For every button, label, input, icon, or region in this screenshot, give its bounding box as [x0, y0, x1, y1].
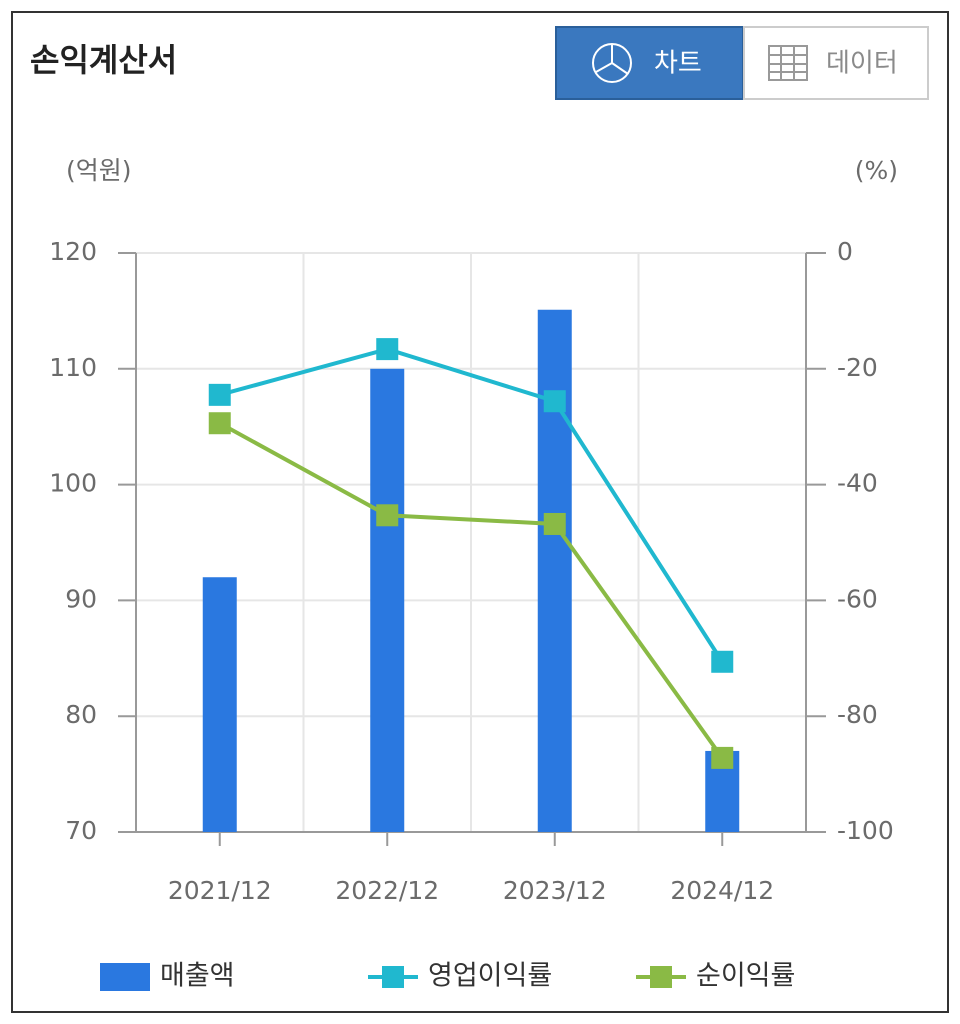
line-marker	[208, 412, 231, 435]
line-marker	[376, 338, 399, 361]
bar	[370, 368, 405, 832]
y-tick-label: 100	[49, 469, 97, 498]
y-tick-label: 80	[65, 700, 97, 729]
x-tick-label: 2021/12	[168, 876, 272, 905]
tab-data[interactable]: 데이터	[743, 26, 929, 100]
legend-label: 영업이익률	[428, 961, 552, 992]
line	[218, 421, 724, 760]
bar	[202, 577, 237, 832]
line-marker	[208, 383, 231, 406]
y-axis-label: (억원)	[66, 156, 132, 185]
legend-label: 순이익률	[696, 961, 795, 992]
y2-tick-label: 0	[837, 237, 853, 266]
bar	[537, 309, 572, 832]
legend-marker	[382, 966, 404, 988]
chart-title: 손익계산서	[30, 41, 177, 79]
line-marker	[543, 512, 566, 535]
tab-label[interactable]: 차트	[654, 49, 702, 79]
line-marker	[543, 390, 566, 413]
x-tick-label: 2022/12	[335, 876, 439, 905]
table-icon	[768, 45, 808, 81]
y2-tick-label: -100	[837, 816, 894, 845]
legend-label: 매출액	[160, 961, 235, 992]
tab-chart[interactable]: 차트	[555, 26, 744, 100]
pie-icon-lines	[595, 44, 629, 75]
y-tick-label: 70	[65, 816, 97, 845]
y-tick-label: 90	[65, 584, 97, 613]
tab-chart-bg[interactable]	[555, 26, 744, 100]
y2-tick-label: -40	[837, 469, 878, 498]
y2-tick-label: -80	[837, 700, 878, 729]
line	[219, 347, 724, 663]
y2-tick-label: -60	[837, 584, 878, 613]
y-tick-label: 120	[49, 237, 97, 266]
legend-swatch	[100, 963, 150, 991]
legend-marker	[650, 966, 672, 988]
y-tick-label: 110	[49, 353, 97, 382]
line-marker	[376, 504, 399, 527]
x-tick-label: 2024/12	[670, 876, 774, 905]
tab-label[interactable]: 데이터	[826, 49, 898, 79]
frame	[11, 11, 949, 1013]
y2-tick-label: -20	[837, 353, 878, 382]
line-marker	[711, 650, 734, 673]
y2-axis-label: (%)	[855, 156, 898, 185]
line-marker	[711, 746, 734, 769]
x-tick-label: 2023/12	[503, 876, 607, 905]
